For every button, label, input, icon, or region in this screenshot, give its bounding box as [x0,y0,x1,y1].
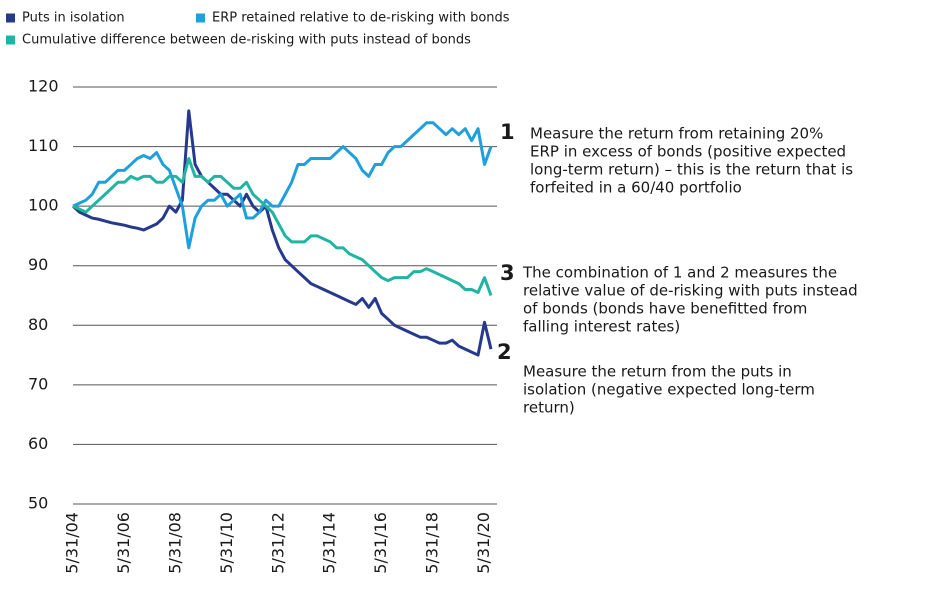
annotation-number: 3 [500,261,515,285]
y-tick-label: 50 [28,494,48,513]
annotation-text: return) [523,399,575,417]
legend-swatch [196,13,205,23]
x-tick-label: 5/31/18 [423,512,442,574]
x-tick-label: 5/31/08 [165,512,184,574]
annotation-text: The combination of 1 and 2 measures the [522,264,837,282]
legend-label: ERP retained relative to de-risking with… [212,11,510,26]
annotation-text: Measure the return from retaining 20% [530,125,823,143]
annotation-text: of bonds (bonds have benefitted from [523,300,807,318]
series-line [72,156,493,297]
annotation-text: isolation (negative expected long-term [523,381,815,399]
annotation-number: 2 [497,340,512,364]
series-line [71,109,493,357]
legend-swatch [6,35,15,45]
x-tick-label: 5/31/12 [268,512,287,574]
x-tick-label: 5/31/10 [217,512,236,574]
x-tick-label: 5/31/04 [63,512,82,574]
x-tick-label: 5/31/06 [114,512,133,574]
y-tick-label: 60 [28,434,48,453]
annotation-text: ERP in excess of bonds (positive expecte… [530,143,846,161]
x-tick-label: 5/31/20 [474,512,493,574]
annotation-text: Measure the return from the puts in [523,363,792,381]
annotation-text: forfeited in a 60/40 portfolio [530,179,742,197]
y-tick-label: 110 [28,136,59,155]
annotation-number: 1 [500,120,515,144]
legend-swatch [6,13,15,23]
y-tick-label: 120 [28,77,59,96]
annotation-text: long-term return) – this is the return t… [530,161,853,179]
series-line [72,121,493,250]
annotation-text: falling interest rates) [523,318,680,336]
x-tick-label: 5/31/16 [371,512,390,574]
y-tick-label: 90 [28,255,48,274]
legend-label: Puts in isolation [22,11,125,26]
legend-label: Cumulative difference between de-risking… [22,33,471,48]
y-tick-label: 70 [28,374,48,393]
x-tick-label: 5/31/14 [320,512,339,574]
y-tick-label: 80 [28,315,48,334]
y-tick-label: 100 [28,196,59,215]
annotation-text: relative value of de-risking with puts i… [523,282,858,300]
